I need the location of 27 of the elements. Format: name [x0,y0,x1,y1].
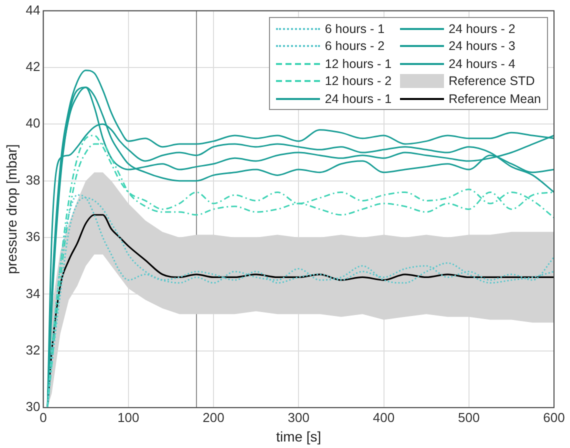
y-tick-label: 30 [26,399,40,414]
legend-label: 12 hours - 1 [324,56,392,71]
x-tick-label: 100 [118,410,140,425]
annotation: Reference STD [448,74,535,88]
x-axis-title: time [s] [276,428,322,444]
legend-label: 24 hours - 4 [448,56,516,71]
y-tick-label: 32 [26,342,40,358]
y-tick-label: 36 [26,229,40,244]
x-tick-label: 0 [40,410,47,425]
y-tick-label: 40 [26,116,40,131]
legend-label: 6 hours - 2 [324,39,385,54]
legend-label: 24 hours - 1 [324,92,392,106]
y-tick-label: 34 [26,286,40,301]
y-tick-label: 42 [26,59,40,74]
y-axis-title: pressure drop [mbar] [3,144,20,274]
legend-label: 6 hours - 1 [324,22,385,36]
legend-label: 24 hours - 2 [448,22,516,36]
legend-label: 12 hours - 2 [324,74,392,88]
legend-label: 24 hours - 3 [448,39,516,54]
y-tick-label: 38 [26,172,40,188]
x-tick-label: 600 [543,410,565,425]
x-tick-label: 500 [458,410,480,425]
x-tick-label: 300 [288,410,310,425]
x-tick-label: 400 [372,410,395,425]
legend-label: Reference Mean [448,92,541,106]
y-tick-label: 44 [26,2,40,18]
x-tick-label: 200 [202,410,224,425]
